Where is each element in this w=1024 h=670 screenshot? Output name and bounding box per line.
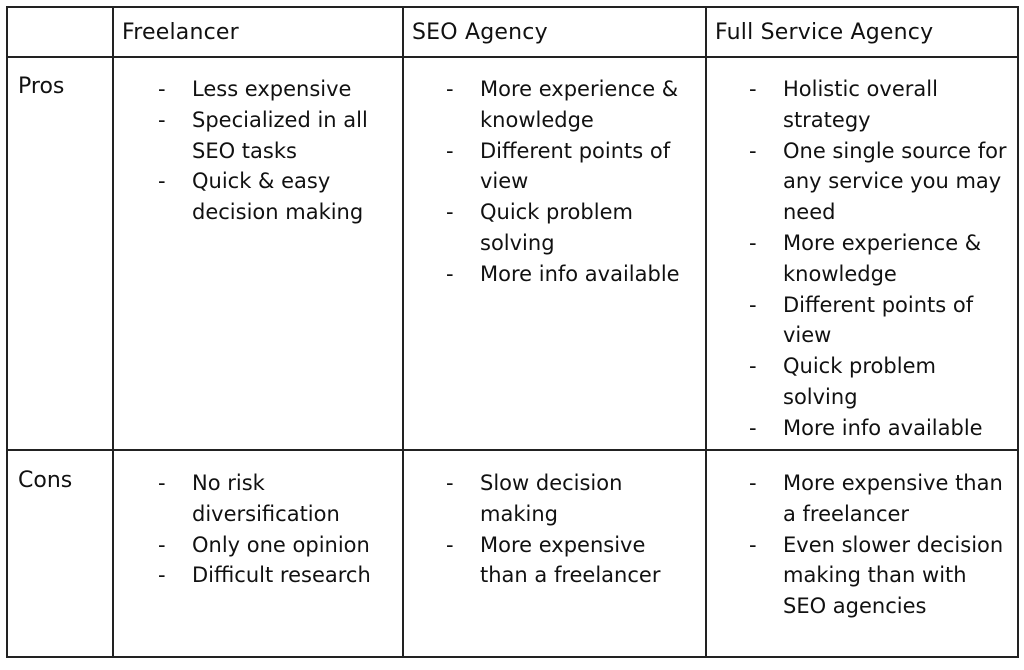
list-item: Quick problem solving xyxy=(446,197,696,259)
row-label-cons: Cons xyxy=(18,468,73,493)
header-divider xyxy=(8,56,1017,58)
header-full-service-agency: Full Service Agency xyxy=(715,20,934,45)
comparison-table: Freelancer SEO Agency Full Service Agenc… xyxy=(6,6,1019,658)
list-item: Different points of view xyxy=(749,290,1011,352)
list-item: One single source for any service you ma… xyxy=(749,136,1011,228)
row-label-pros: Pros xyxy=(18,74,65,99)
header-freelancer: Freelancer xyxy=(122,20,239,45)
list-item: Only one opinion xyxy=(158,530,398,561)
header-seo-agency: SEO Agency xyxy=(412,20,548,45)
column-divider xyxy=(402,8,404,656)
list-item: Difficult research xyxy=(158,560,398,591)
list-item: More expensive than a freelancer xyxy=(446,530,696,592)
row-divider xyxy=(8,449,1017,451)
cell-pros-full-service-agency: Holistic overall strategy One single sou… xyxy=(749,74,1011,444)
column-divider xyxy=(112,8,114,656)
list-item: More info available xyxy=(749,413,1011,444)
list-item: Holistic overall strategy xyxy=(749,74,1011,136)
list-item: More expensive than a freelancer xyxy=(749,468,1011,530)
cell-pros-freelancer: Less expensive Specialized in all SEO ta… xyxy=(158,74,398,228)
list-item: Quick & easy decision making xyxy=(158,166,398,228)
list-item: Quick problem solving xyxy=(749,351,1011,413)
cell-cons-freelancer: No risk diversification Only one opinion… xyxy=(158,468,398,591)
cell-cons-full-service-agency: More expensive than a freelancer Even sl… xyxy=(749,468,1011,622)
list-item: Specialized in all SEO tasks xyxy=(158,105,398,167)
list-item: Less expensive xyxy=(158,74,398,105)
list-item: More experience & knowledge xyxy=(749,228,1011,290)
list-item: More info available xyxy=(446,259,696,290)
list-item: No risk diversification xyxy=(158,468,398,530)
list-item: Slow decision making xyxy=(446,468,696,530)
list-item: Even slower decision making than with SE… xyxy=(749,530,1011,622)
column-divider xyxy=(705,8,707,656)
list-item: More experience & knowledge xyxy=(446,74,696,136)
list-item: Different points of view xyxy=(446,136,696,198)
cell-pros-seo-agency: More experience & knowledge Different po… xyxy=(446,74,696,290)
cell-cons-seo-agency: Slow decision making More expensive than… xyxy=(446,468,696,591)
